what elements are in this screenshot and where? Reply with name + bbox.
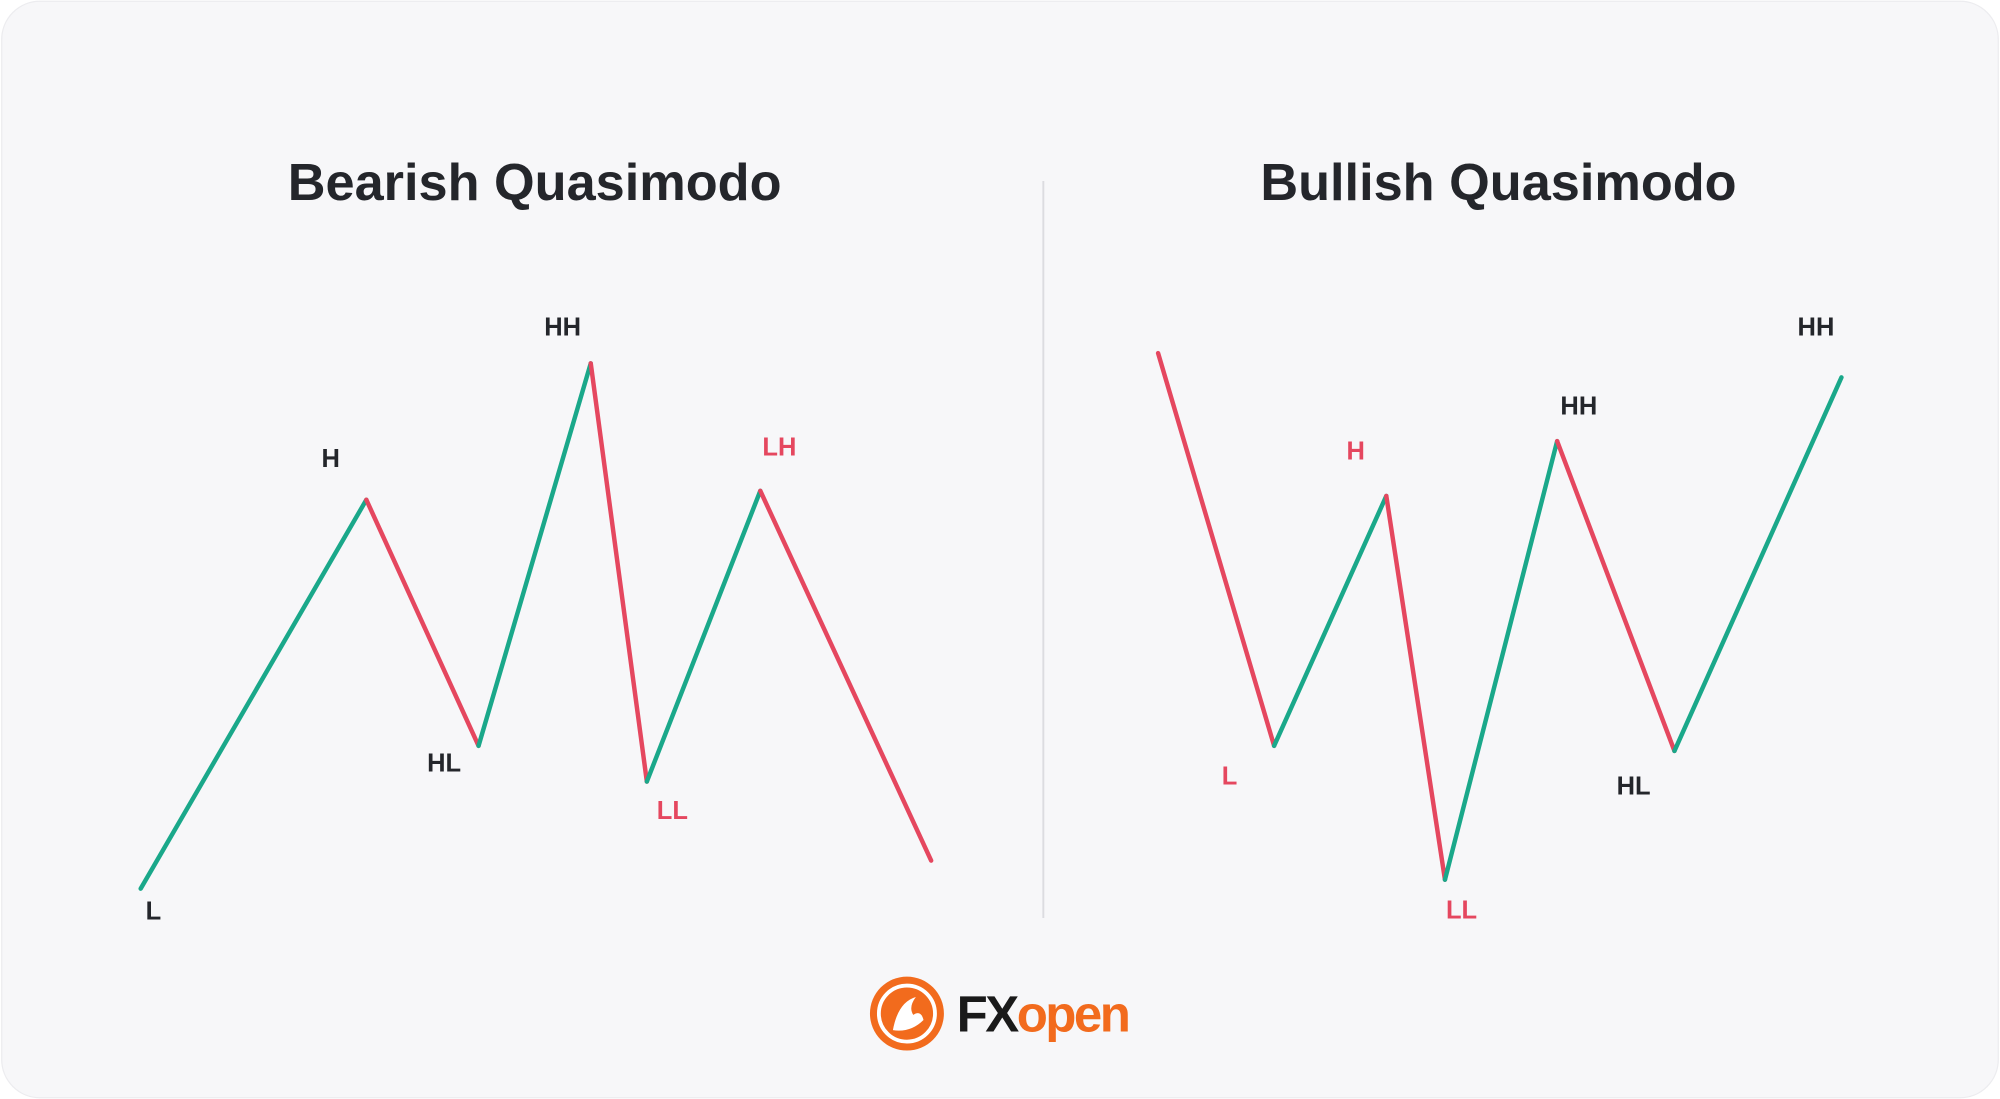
bearish-lines [138, 361, 934, 891]
point-label: HH [1560, 393, 1597, 421]
point-label: H [1347, 437, 1365, 465]
point-label: LL [1446, 896, 1477, 924]
down-leg [1384, 493, 1448, 882]
point-label: HH [1798, 314, 1835, 342]
down-leg [1155, 350, 1277, 749]
point-label: HH [544, 314, 581, 342]
point-label: LH [762, 434, 796, 462]
down-leg [364, 497, 481, 749]
point-label: LL [657, 797, 688, 825]
logo-text-fx: FX [957, 985, 1020, 1042]
panel-title: Bullish Quasimodo [1260, 154, 1736, 212]
up-leg [644, 488, 763, 784]
down-leg [1554, 438, 1677, 754]
up-leg [1271, 493, 1389, 749]
panel-title: Bearish Quasimodo [288, 154, 782, 212]
down-leg [758, 488, 934, 863]
logo-text: FXopen [957, 985, 1129, 1042]
logo-bull [892, 997, 924, 1031]
up-leg [1442, 438, 1560, 882]
up-leg [1672, 375, 1844, 754]
logo-text-open: open [1017, 985, 1129, 1042]
logo: FXopen [869, 976, 1131, 1051]
bullish-lines [1155, 350, 1844, 882]
point-label: L [1222, 762, 1238, 790]
logo-ring [876, 983, 937, 1044]
up-leg [476, 361, 593, 749]
point-label: HL [1617, 773, 1651, 801]
point-label: L [146, 898, 162, 926]
down-leg [588, 361, 650, 784]
up-leg [138, 497, 369, 891]
point-label: H [321, 445, 339, 473]
point-label: HL [427, 750, 461, 778]
